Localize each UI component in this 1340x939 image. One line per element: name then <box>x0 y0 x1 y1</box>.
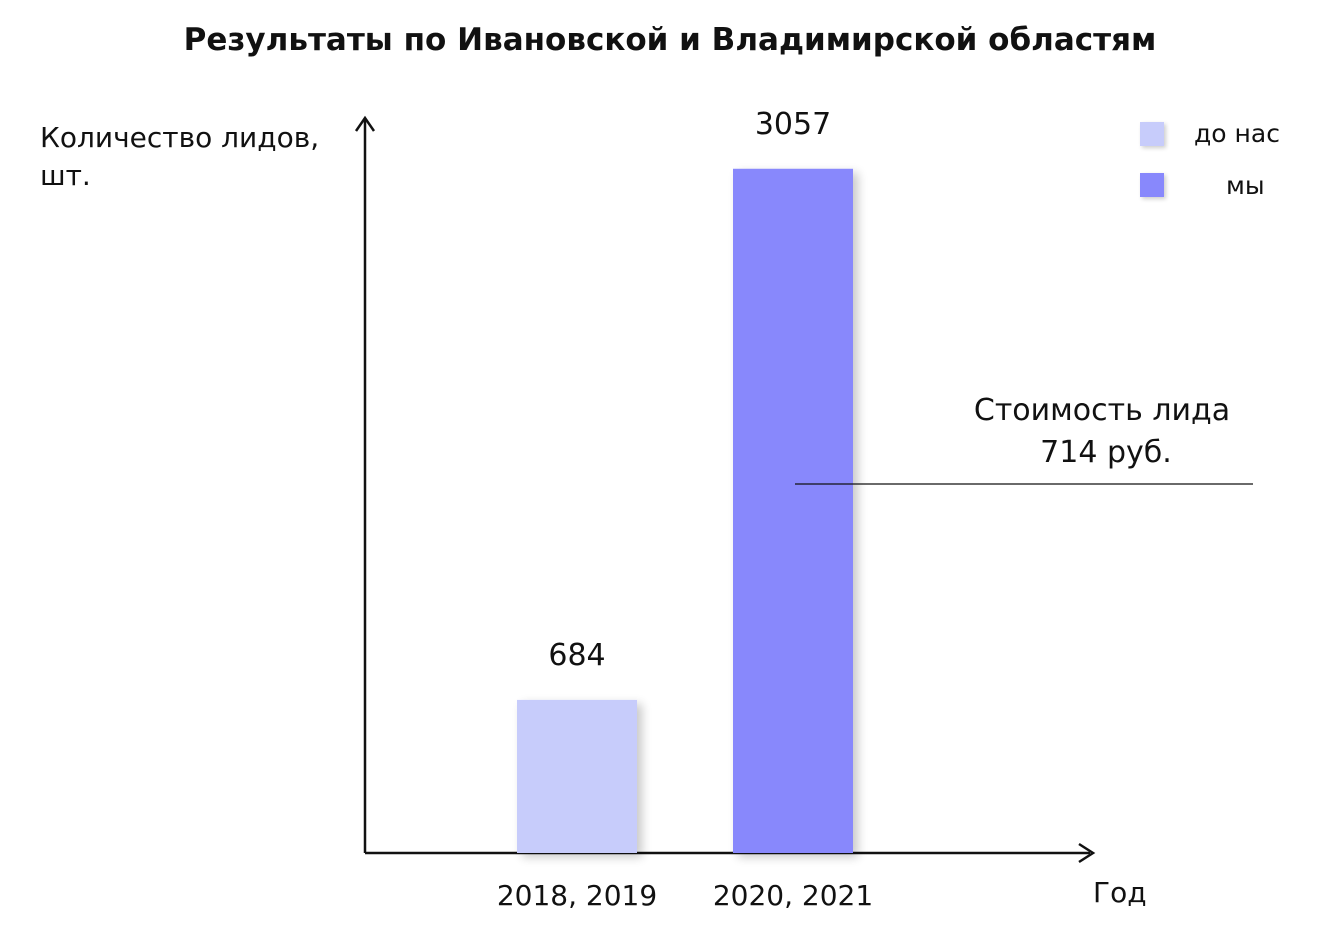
bar-value-label-0: 684 <box>548 638 605 673</box>
y-axis-label-unit: шт. <box>40 159 91 192</box>
bar-1 <box>733 168 853 853</box>
legend-label-before: до нас <box>1194 119 1280 148</box>
annotation-value: 714 руб. <box>1040 435 1172 470</box>
legend-label-us: мы <box>1226 171 1265 200</box>
bar-value-label-1: 3057 <box>755 107 831 142</box>
bars-group: 684 2018, 2019 3057 2020, 2021 <box>497 107 873 912</box>
x-axis-arrow <box>1078 842 1096 864</box>
legend-swatch-us <box>1140 173 1164 197</box>
x-tick-label-1: 2020, 2021 <box>713 879 873 912</box>
x-axis-label: Год <box>1093 876 1147 909</box>
legend-swatch-before <box>1140 122 1164 146</box>
annotation-label: Стоимость лида <box>974 393 1230 428</box>
x-tick-label-0: 2018, 2019 <box>497 879 657 912</box>
chart-title: Результаты по Ивановской и Владимирской … <box>184 22 1157 58</box>
y-axis-arrow <box>354 115 376 132</box>
y-axis-label: Количество лидов, <box>40 121 319 154</box>
bar-0 <box>517 699 637 853</box>
legend: до нас мы <box>1140 119 1280 200</box>
